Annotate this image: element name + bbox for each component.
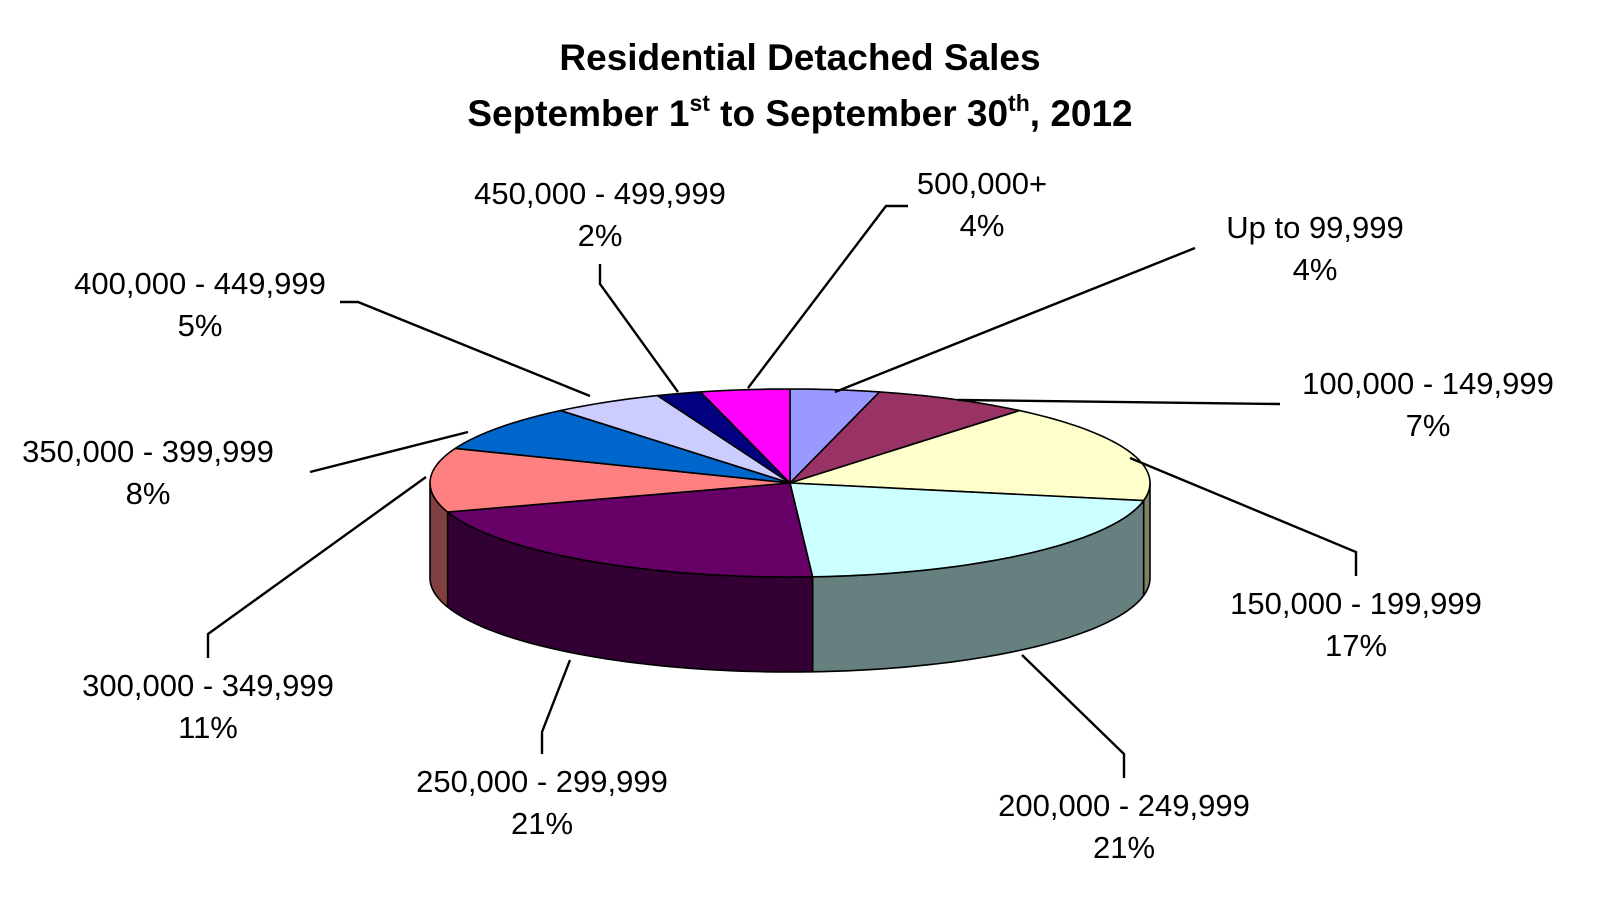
pie-slice-400-000-449-999 bbox=[559, 394, 791, 484]
slice-value-450-000-499-999: 2% bbox=[578, 218, 623, 253]
slice-value-250-000-299-999: 21% bbox=[511, 806, 573, 841]
slice-label-200-000-249-999: 200,000 - 249,999 bbox=[998, 788, 1250, 823]
leader-line-500-000 bbox=[747, 204, 908, 389]
slice-value-up-to-99-999: 4% bbox=[1293, 252, 1338, 287]
slice-value-350-000-399-999: 8% bbox=[126, 476, 171, 511]
slice-value-100-000-149-999: 7% bbox=[1406, 408, 1451, 443]
title-line-1: Residential Detached Sales bbox=[559, 37, 1040, 78]
slice-label-450-000-499-999: 450,000 - 499,999 bbox=[474, 176, 726, 211]
title-date-end: to September 30 bbox=[710, 93, 1008, 134]
slice-label-500-000: 500,000+ bbox=[917, 166, 1047, 201]
slice-value-300-000-349-999: 11% bbox=[178, 710, 238, 745]
pie-slice-100-000-149-999 bbox=[789, 391, 1021, 484]
pie-body bbox=[429, 482, 1151, 673]
slice-label-250-000-299-999: 250,000 - 299,999 bbox=[416, 764, 668, 799]
slice-value-400-000-449-999: 5% bbox=[178, 308, 223, 343]
slice-value-200-000-249-999: 21% bbox=[1093, 830, 1155, 865]
slice-label-400-000-449-999: 400,000 - 449,999 bbox=[74, 266, 326, 301]
slice-label-up-to-99-999: Up to 99,999 bbox=[1226, 210, 1404, 245]
title-superscript-st: st bbox=[689, 90, 710, 116]
leader-line-up-to-99-999 bbox=[834, 246, 1196, 394]
leader-line-150-000-199-999 bbox=[1129, 456, 1358, 576]
chart-title: Residential Detached Sales September 1st… bbox=[467, 37, 1132, 134]
title-superscript-th: th bbox=[1008, 90, 1030, 116]
pie-slice-500-000 bbox=[699, 388, 791, 484]
pie-top bbox=[429, 388, 1151, 578]
leader-lines bbox=[206, 204, 1358, 778]
pie-slice-450-000-499-999 bbox=[656, 391, 791, 484]
pie-slice-150-000-199-999 bbox=[789, 409, 1151, 502]
leader-line-450-000-499-999 bbox=[598, 264, 679, 393]
slice-label-150-000-199-999: 150,000 - 199,999 bbox=[1230, 586, 1482, 621]
title-year: , 2012 bbox=[1030, 93, 1133, 134]
pie-slice-200-000-249-999 bbox=[789, 482, 1145, 578]
slice-labels: Up to 99,999 4% 100,000 - 149,999 7% 150,000… bbox=[22, 166, 1554, 865]
slice-label-100-000-149-999: 100,000 - 149,999 bbox=[1302, 366, 1554, 401]
pie-slice-250-000-299-999 bbox=[446, 482, 814, 578]
pie-slice-300-000-349-999 bbox=[429, 447, 791, 513]
leader-line-350-000-399-999 bbox=[309, 430, 469, 474]
slice-value-500-000: 4% bbox=[960, 208, 1005, 243]
slice-label-300-000-349-999: 300,000 - 349,999 bbox=[82, 668, 334, 703]
slice-value-150-000-199-999: 17% bbox=[1325, 628, 1387, 663]
leader-line-200-000-249-999 bbox=[1021, 654, 1126, 778]
leader-line-400-000-449-999 bbox=[340, 300, 591, 398]
slice-label-350-000-399-999: 350,000 - 399,999 bbox=[22, 434, 274, 469]
leader-line-300-000-349-999 bbox=[206, 476, 427, 658]
leader-line-250-000-299-999 bbox=[540, 659, 572, 754]
leader-line-100-000-149-999 bbox=[957, 398, 1281, 406]
title-date-start: September 1 bbox=[467, 93, 689, 134]
title-line-2: September 1st to September 30th, 2012 bbox=[467, 90, 1132, 134]
pie-slice-350-000-399-999 bbox=[454, 409, 791, 484]
